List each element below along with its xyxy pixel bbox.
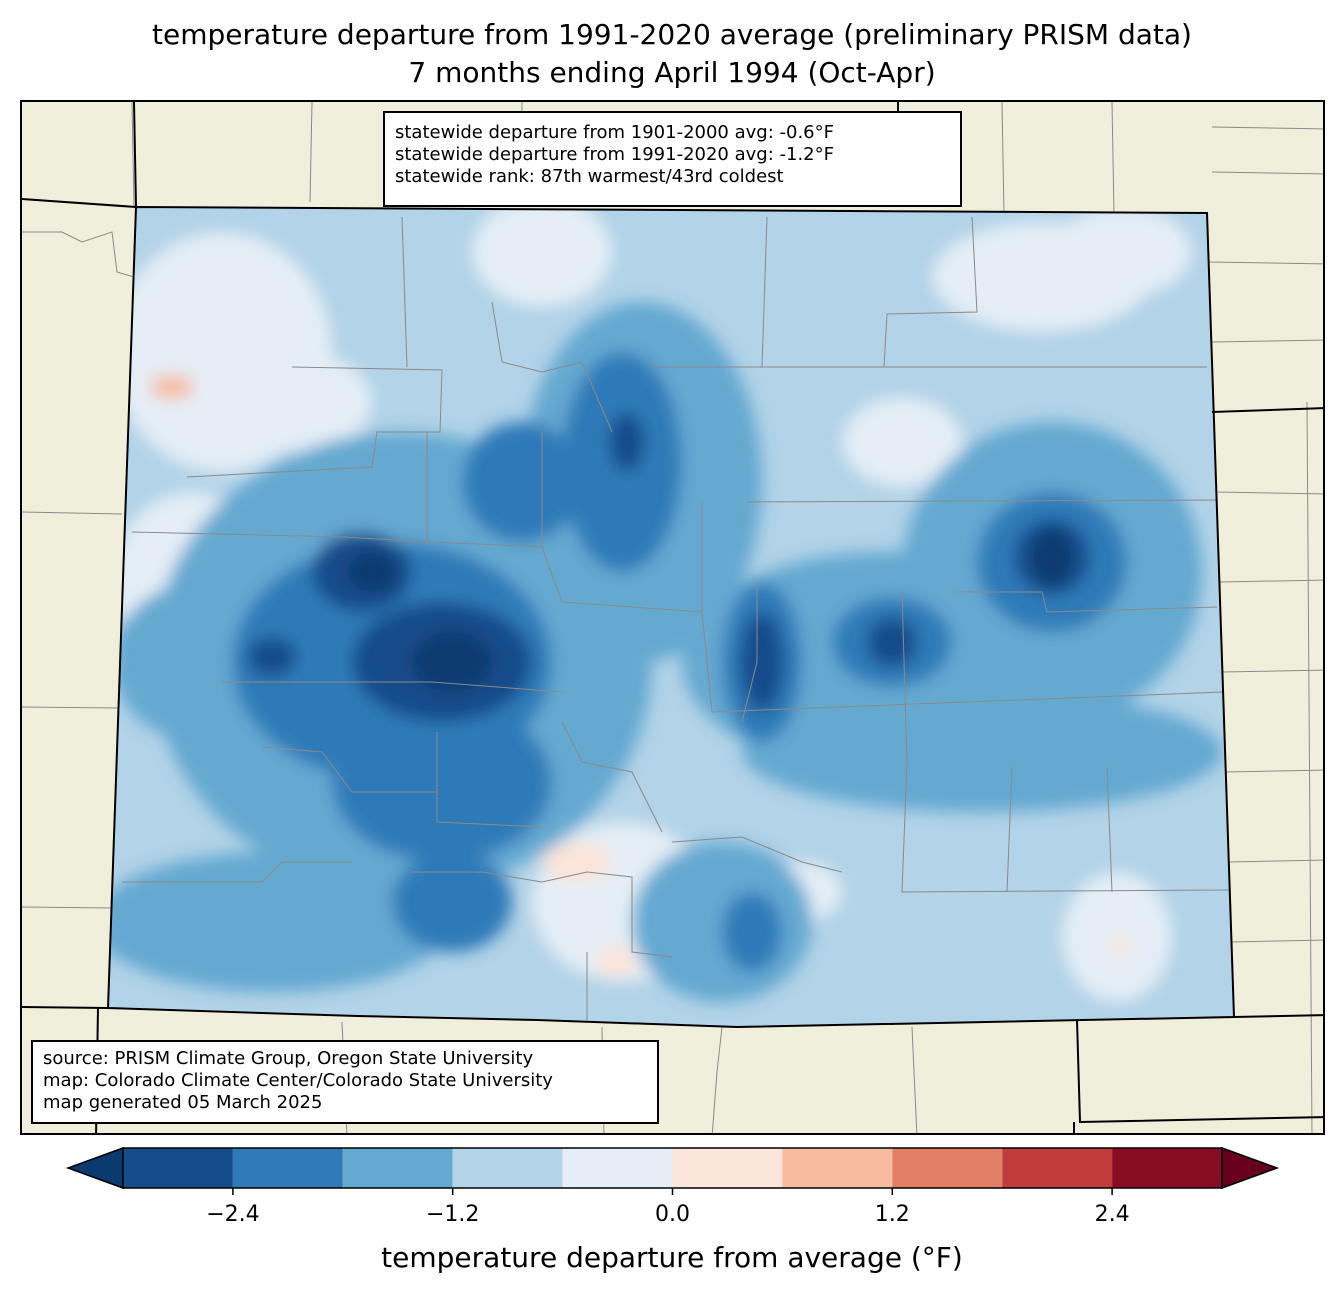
- colorbar-extend-high: [1221, 1146, 1280, 1190]
- source-box: source: PRISM Climate Group, Oregon Stat…: [31, 1040, 659, 1124]
- source-line-2: map: Colorado Climate Center/Colorado St…: [43, 1070, 553, 1091]
- colorbar-bin: [1112, 1148, 1222, 1188]
- colorbar-bin: [562, 1148, 673, 1188]
- map-svg: [22, 102, 1323, 1133]
- colorbar: −2.4 −1.2 0.0 1.2 2.4: [65, 1146, 1280, 1227]
- colorbar-bins: [65, 1146, 1280, 1190]
- stats-line-3: statewide rank: 87th warmest/43rd coldes…: [395, 166, 784, 187]
- colorbar-bin: [892, 1148, 1003, 1188]
- colorbar-bin: [672, 1148, 783, 1188]
- stats-line-1: statewide departure from 1901-2000 avg: …: [395, 122, 834, 143]
- colorbar-ticks: −2.4 −1.2 0.0 1.2 2.4: [206, 1188, 1130, 1227]
- colorbar-tick-label: −1.2: [426, 1202, 479, 1227]
- colorbar-tick-label: 0.0: [655, 1202, 690, 1227]
- source-line-3: map generated 05 March 2025: [43, 1092, 323, 1113]
- colorbar-tick-label: −2.4: [206, 1202, 259, 1227]
- colorbar-bin: [232, 1148, 343, 1188]
- colorbar-bin: [123, 1148, 233, 1188]
- colorbar-tick-label: 1.2: [875, 1202, 910, 1227]
- map-panel: [20, 100, 1325, 1135]
- colorbar-bin: [782, 1148, 893, 1188]
- colorbar-tick-label: 2.4: [1095, 1202, 1130, 1227]
- colorbar-bin: [452, 1148, 563, 1188]
- map-subtitle: 7 months ending April 1994 (Oct-Apr): [408, 56, 936, 89]
- map-title: temperature departure from 1991-2020 ave…: [152, 18, 1192, 51]
- stats-line-2: statewide departure from 1991-2020 avg: …: [395, 144, 834, 165]
- statewide-stats-box: statewide departure from 1901-2000 avg: …: [383, 111, 962, 207]
- colorbar-label: temperature departure from average (°F): [381, 1241, 963, 1274]
- colorbar-bin: [1002, 1148, 1113, 1188]
- colorbar-extend-low: [65, 1146, 124, 1190]
- colorbar-bin: [342, 1148, 453, 1188]
- source-line-1: source: PRISM Climate Group, Oregon Stat…: [43, 1048, 534, 1069]
- temperature-field: [108, 207, 1234, 1027]
